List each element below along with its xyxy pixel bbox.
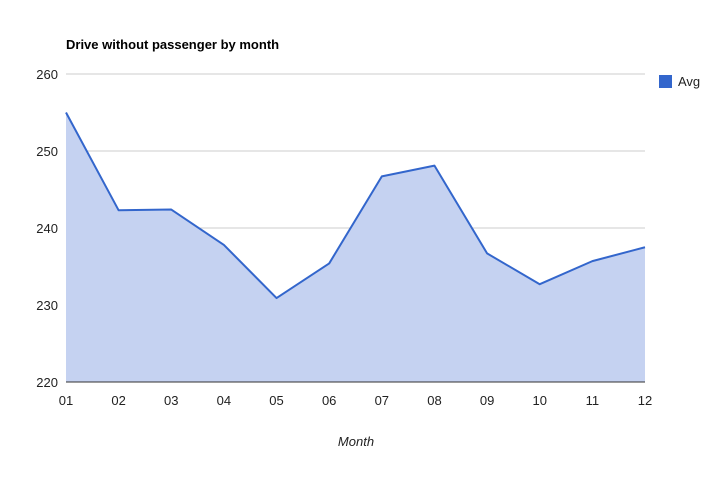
x-axis-tick-labels: 01 02 03 04 05 06 07 08 09 10 11 12 — [59, 393, 652, 408]
x-tick-label: 09 — [480, 393, 494, 408]
legend-swatch-avg — [659, 75, 672, 88]
y-tick-label: 240 — [36, 221, 58, 236]
x-axis-label: Month — [338, 434, 374, 449]
y-tick-label: 220 — [36, 375, 58, 390]
x-tick-label: 01 — [59, 393, 73, 408]
x-tick-label: 11 — [586, 393, 600, 408]
legend: Avg — [659, 74, 700, 89]
x-tick-label: 12 — [638, 393, 652, 408]
y-tick-label: 230 — [36, 298, 58, 313]
x-tick-label: 05 — [269, 393, 283, 408]
x-tick-label: 02 — [111, 393, 125, 408]
x-tick-label: 04 — [217, 393, 231, 408]
series-line — [65, 112, 646, 300]
series-area-fill — [66, 112, 645, 382]
y-tick-label: 250 — [36, 144, 58, 159]
x-tick-label: 10 — [532, 393, 546, 408]
x-tick-label: 07 — [375, 393, 389, 408]
chart-title: Drive without passenger by month — [66, 37, 280, 52]
x-tick-label: 03 — [164, 393, 178, 408]
x-tick-label: 06 — [322, 393, 336, 408]
legend-label-avg: Avg — [678, 74, 700, 89]
x-tick-label: 08 — [427, 393, 441, 408]
y-axis-tick-labels: 220 230 240 250 260 — [36, 67, 58, 390]
y-tick-label: 260 — [36, 67, 58, 82]
